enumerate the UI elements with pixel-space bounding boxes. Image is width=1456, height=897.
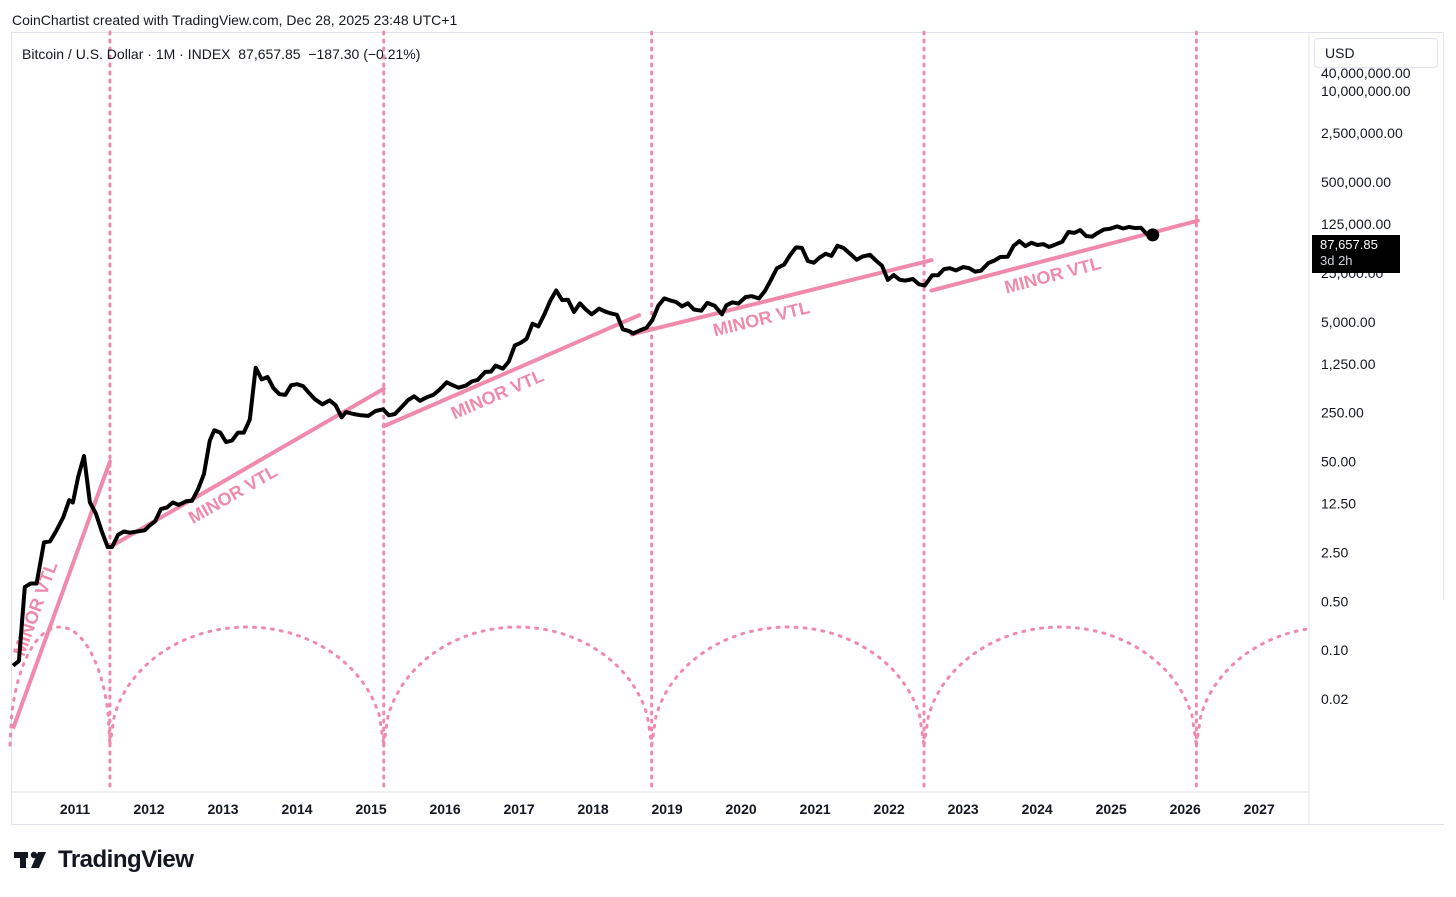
y-tick-label: 40,000,000.00 <box>1321 65 1411 81</box>
y-tick-label: 0.50 <box>1321 593 1348 609</box>
x-tick-label: 2022 <box>874 801 905 817</box>
y-tick-label: 2.50 <box>1321 545 1348 561</box>
last-price-marker <box>1146 228 1160 242</box>
x-tick-label: 2026 <box>1170 801 1201 817</box>
x-tick-label: 2015 <box>355 801 386 817</box>
y-tick-label: 12.50 <box>1321 496 1356 512</box>
vtl-label: MINOR VTL <box>448 365 547 423</box>
vtl-line <box>11 459 112 729</box>
y-tick-label: 250.00 <box>1321 405 1364 421</box>
x-tick-label: 2017 <box>503 801 534 817</box>
vtl-label: MINOR VTL <box>9 559 62 659</box>
y-tick-label: 5,000.00 <box>1321 314 1376 330</box>
x-tick-label: 2019 <box>652 801 683 817</box>
cycle-arc <box>650 625 926 747</box>
tradingview-logo-icon <box>14 851 46 868</box>
chart-pane[interactable] <box>11 32 1444 825</box>
y-tick-label: 10,000,000.00 <box>1321 83 1411 99</box>
tradingview-logo: TradingView <box>14 846 194 874</box>
last-price-label: 87,657.85 3d 2h <box>1312 235 1400 273</box>
tradingview-wordmark: TradingView <box>58 846 194 873</box>
cycle-arc <box>382 625 654 747</box>
time-scale-corner <box>1310 796 1450 824</box>
chart-credit: CoinChartist created with TradingView.co… <box>12 12 458 28</box>
x-tick-label: 2013 <box>207 801 238 817</box>
price-series-line <box>11 224 1153 668</box>
y-tick-label: 500,000.00 <box>1321 174 1391 190</box>
y-tick-label: 125,000.00 <box>1321 216 1391 232</box>
x-tick-label: 2014 <box>281 801 312 817</box>
x-tick-label: 2018 <box>578 801 609 817</box>
price-scale-background <box>1310 600 1456 800</box>
y-tick-label: 50.00 <box>1321 454 1356 470</box>
x-tick-label: 2025 <box>1096 801 1127 817</box>
vtl-line <box>381 313 642 429</box>
cycle-arc <box>108 625 386 747</box>
vtl-line <box>629 258 934 337</box>
cycle-arc <box>922 625 1198 747</box>
y-tick-label: 0.02 <box>1321 691 1348 707</box>
x-tick-label: 2021 <box>800 801 831 817</box>
y-tick-label: 1,250.00 <box>1321 356 1376 372</box>
symbol-legend: Bitcoin / U.S. Dollar · 1M · INDEX 87,65… <box>22 46 421 62</box>
x-tick-label: 2016 <box>429 801 460 817</box>
x-tick-label: 2027 <box>1244 801 1275 817</box>
x-tick-label: 2012 <box>133 801 164 817</box>
currency-button[interactable]: USD <box>1314 38 1438 68</box>
x-tick-label: 2023 <box>948 801 979 817</box>
x-tick-label: 2020 <box>726 801 757 817</box>
y-tick-label: 2,500,000.00 <box>1321 125 1403 141</box>
y-tick-label: 0.10 <box>1321 642 1348 658</box>
x-tick-label: 2011 <box>60 801 91 817</box>
last-price-value: 87,657.85 <box>1320 237 1378 252</box>
bar-countdown: 3d 2h <box>1320 253 1353 268</box>
cycle-arc <box>8 625 112 747</box>
x-tick-label: 2024 <box>1022 801 1053 817</box>
